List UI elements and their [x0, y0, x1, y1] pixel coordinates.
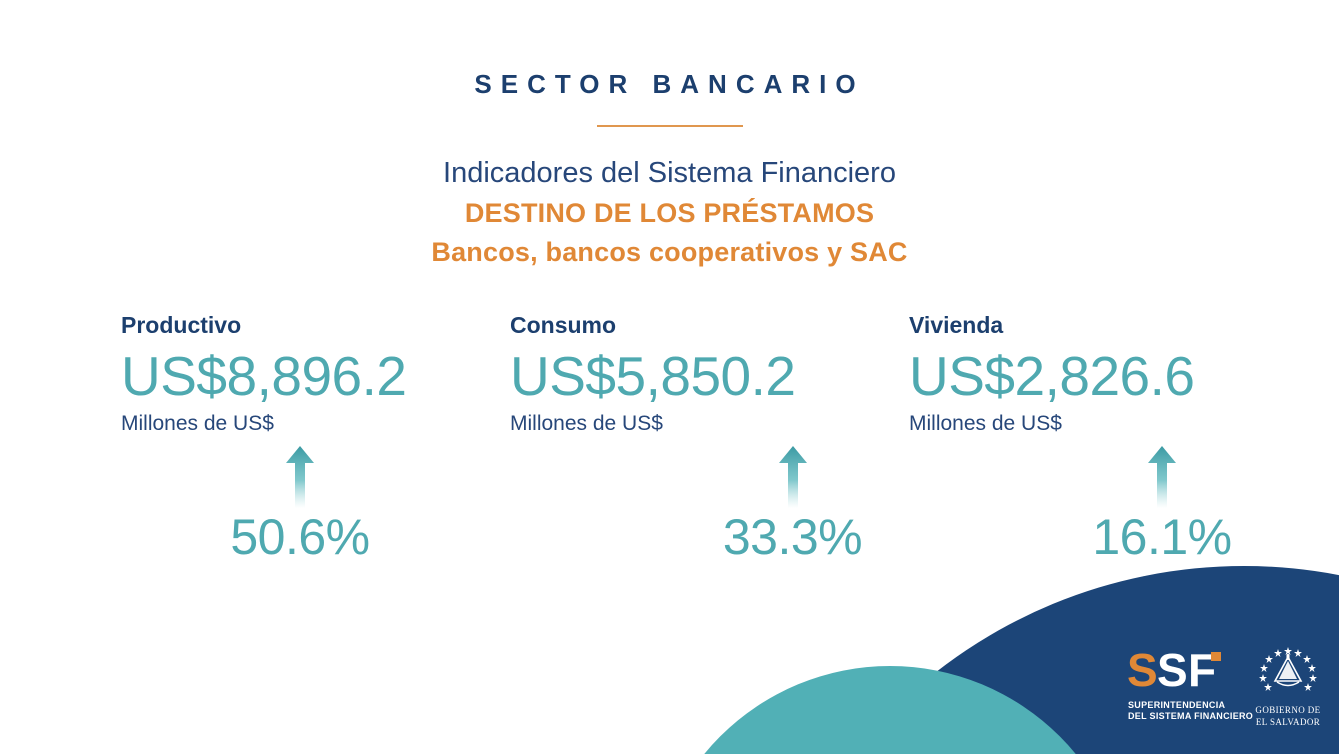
- metrics-row: Productivo US$8,896.2 Millones de US$ Co…: [0, 312, 1339, 436]
- arrow-up-icon: [985, 446, 1339, 508]
- svg-text:S: S: [1128, 645, 1158, 695]
- ssf-caption-line-1: SUPERINTENDENCIA: [1128, 700, 1226, 710]
- header: SECTOR BANCARIO Indicadores del Sistema …: [0, 70, 1339, 270]
- growth-percentage: 33.3%: [722, 509, 863, 565]
- growth-productivo: 50.6%: [0, 446, 600, 565]
- arrow-up-icon: [0, 446, 600, 508]
- page-subtitle-primary: DESTINO DE LOS PRÉSTAMOS: [464, 197, 875, 228]
- footer-logos: S S F SUPERINTENDENCIA DEL SISTEMA FINAN…: [1128, 645, 1326, 728]
- government-caption-line-2: EL SALVADOR: [1255, 716, 1321, 727]
- ssf-caption-line-2: DEL SISTEMA FINANCIERO: [1128, 711, 1254, 722]
- government-caption-line-1: GOBIERNO DE: [1255, 705, 1321, 715]
- government-logo: GOBIERNO DE EL SALVADOR: [1250, 645, 1326, 728]
- teal-circle-shape: [650, 666, 1130, 754]
- metric-label: Productivo: [121, 312, 242, 338]
- metric-unit: Millones de US$: [121, 412, 274, 436]
- metric-label: Vivienda: [909, 312, 1004, 338]
- metric-card-vivienda: Vivienda US$2,826.6 Millones de US$: [787, 312, 1195, 436]
- page-subtitle-secondary: Bancos, bancos cooperativos y SAC: [431, 236, 908, 267]
- eyebrow-title: SECTOR BANCARIO: [474, 69, 865, 99]
- growth-consumo: 33.3%: [600, 446, 985, 565]
- page-title: Indicadores del Sistema Financiero: [443, 156, 896, 189]
- growth-vivienda: 16.1%: [985, 446, 1339, 565]
- growth-row: 50.6% 33.3%: [0, 446, 1339, 565]
- metric-value: US$8,896.2: [121, 344, 407, 407]
- growth-percentage: 16.1%: [1092, 509, 1232, 565]
- metric-value: US$5,850.2: [510, 344, 796, 407]
- metric-card-consumo: Consumo US$5,850.2 Millones de US$: [389, 312, 796, 436]
- ssf-logo-icon: S S F: [1128, 645, 1232, 695]
- header-divider: [596, 124, 743, 127]
- svg-text:S: S: [1157, 645, 1188, 695]
- metric-unit: Millones de US$: [909, 412, 1062, 436]
- metric-unit: Millones de US$: [510, 412, 663, 436]
- metric-value: US$2,826.6: [909, 344, 1195, 407]
- metric-label: Consumo: [510, 312, 617, 338]
- el-salvador-coat-of-arms-icon: [1259, 647, 1317, 691]
- growth-percentage: 50.6%: [230, 509, 370, 565]
- ssf-logo: S S F SUPERINTENDENCIA DEL SISTEMA FINAN…: [1128, 645, 1254, 723]
- arrow-up-icon: [600, 446, 985, 508]
- metric-card-productivo: Productivo US$8,896.2 Millones de US$: [0, 312, 407, 436]
